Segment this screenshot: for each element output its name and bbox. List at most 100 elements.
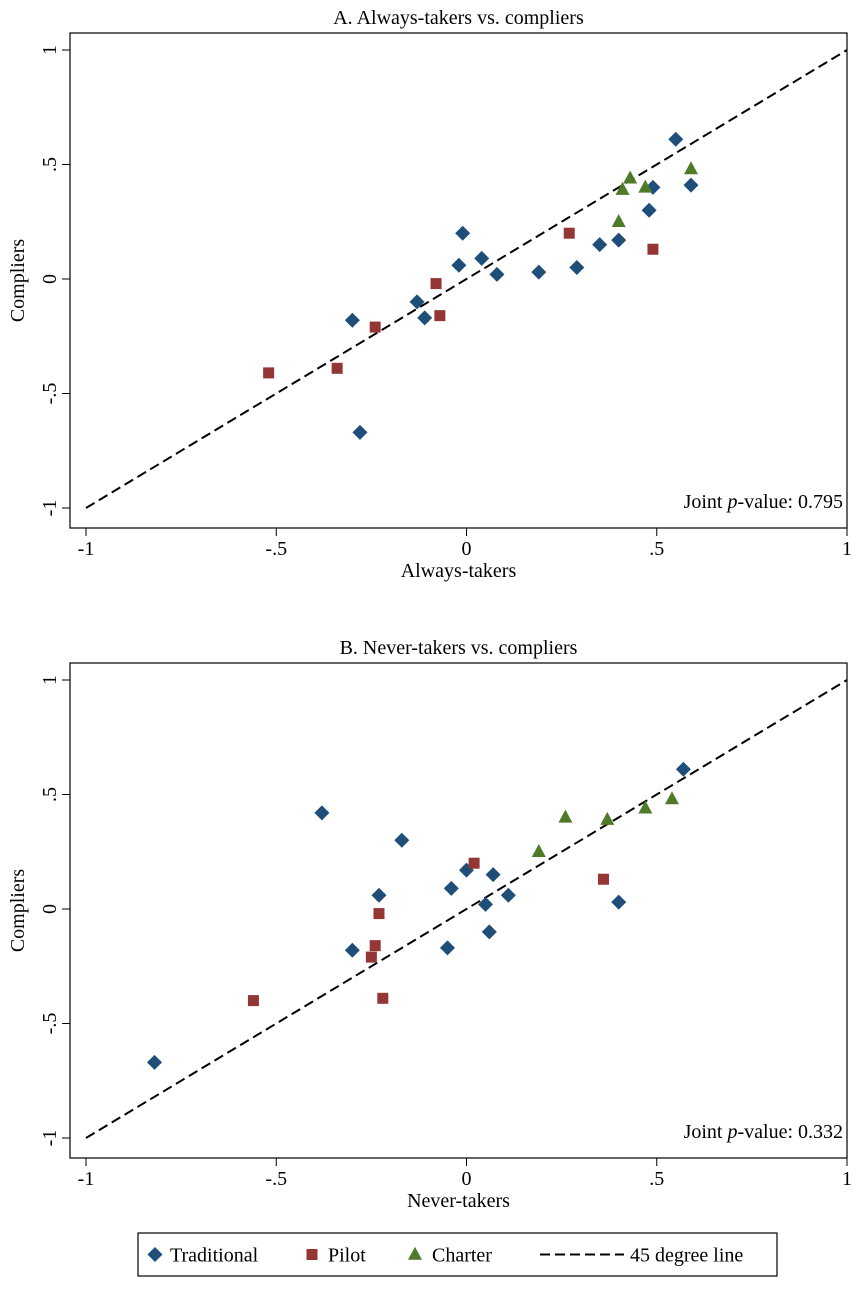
point-charter [638,800,653,814]
point-charter [615,181,630,195]
series-charter [531,791,679,857]
y-tick-label: -.5 [39,383,61,405]
point-traditional [611,894,627,910]
p-value-prefix: Joint [684,1121,728,1143]
point-charter [600,811,615,825]
point-charter [611,213,626,227]
chart-title: B. Never-takers vs. compliers [340,637,578,659]
x-tick-label: .5 [649,1168,664,1190]
y-tick-label: .5 [39,157,61,172]
point-charter [558,809,573,823]
point-traditional [531,264,547,280]
point-traditional [592,237,608,253]
point-traditional [314,805,330,821]
legend-label-charter: Charter [432,1245,492,1267]
series-traditional [146,761,691,1070]
p-value-suffix: -value: 0.795 [737,491,843,513]
legend-label-line: 45 degree line [630,1245,743,1267]
plot-frame [69,662,848,1159]
chart-title: A. Always-takers vs. compliers [333,7,584,29]
point-pilot [263,367,275,379]
plot-frame [69,32,848,529]
panel-b: B. Never-takers vs. compliers -1 -.5 0 .5 1 -1… [7,637,852,1212]
legend-marker-pilot [306,1249,318,1260]
x-axis-label: Always-takers [401,560,517,582]
x-tick-label: 0 [462,538,472,560]
point-pilot [563,227,575,239]
p-value-italic: p [725,1121,737,1143]
point-traditional [478,896,494,912]
point-pilot [247,995,259,1007]
legend-box [137,1232,778,1277]
y-tick-label: -.5 [39,1013,61,1035]
y-tick-label: 0 [39,904,61,914]
p-value-prefix: Joint [684,491,728,513]
point-traditional [409,294,425,310]
point-traditional [485,867,501,883]
point-traditional [394,832,410,848]
x-tick-label: -.5 [265,538,287,560]
x-tick-label: -1 [78,538,95,560]
series-pilot [263,227,659,379]
point-charter [638,179,653,193]
point-traditional [371,887,387,903]
y-tick-label: 1 [39,675,61,685]
point-charter [623,170,638,184]
point-traditional [569,260,585,276]
point-traditional [344,312,360,328]
point-traditional [417,310,433,326]
y-tick-label: -1 [39,500,61,517]
series-pilot [247,857,609,1007]
point-charter [531,843,546,857]
point-charter [664,791,679,805]
x-tick-label: -1 [78,1168,95,1190]
y-tick-label: -1 [39,1130,61,1147]
x-tick-label: 0 [462,1168,472,1190]
y-axis-label: Compliers [7,239,29,323]
point-traditional [683,177,699,193]
point-traditional [611,232,627,248]
point-traditional [474,250,490,266]
p-value-suffix: -value: 0.332 [737,1121,843,1143]
x-tick-label: .5 [649,538,664,560]
y-axis-label: Compliers [7,869,29,953]
point-charter [683,161,698,175]
point-traditional [668,131,684,147]
point-pilot [597,873,609,885]
point-pilot [434,310,446,322]
legend-marker-traditional [147,1247,163,1262]
y-tick-label: 0 [39,274,61,284]
point-pilot [430,278,442,290]
y-tick-label: 1 [39,45,61,55]
point-pilot [365,951,377,963]
point-traditional [675,761,691,777]
point-traditional [443,880,459,896]
p-value-annotation: Joint p-value: 0.332 [684,1121,843,1143]
point-pilot [373,908,385,920]
point-pilot [468,857,480,869]
series-traditional [344,131,699,440]
point-traditional [500,887,516,903]
legend-label-traditional: Traditional [170,1245,259,1267]
point-traditional [489,266,505,282]
y-tick-label: .5 [39,787,61,802]
point-traditional [146,1054,162,1070]
point-traditional [641,202,657,218]
x-tick-label: -.5 [265,1168,287,1190]
legend-marker-charter [408,1246,422,1260]
point-pilot [369,321,381,333]
x-tick-label: 1 [842,538,852,560]
p-value-italic: p [725,491,737,513]
legend-label-pilot: Pilot [328,1245,366,1267]
point-pilot [331,362,343,374]
point-pilot [647,243,659,255]
point-traditional [352,424,368,440]
p-value-annotation: Joint p-value: 0.795 [684,491,843,513]
legend: Traditional Pilot Charter 45 degree line [137,1232,778,1277]
point-pilot [369,940,381,952]
reference-line-45-degree [85,679,848,1139]
point-pilot [377,992,389,1004]
reference-line-45-degree [85,49,848,509]
